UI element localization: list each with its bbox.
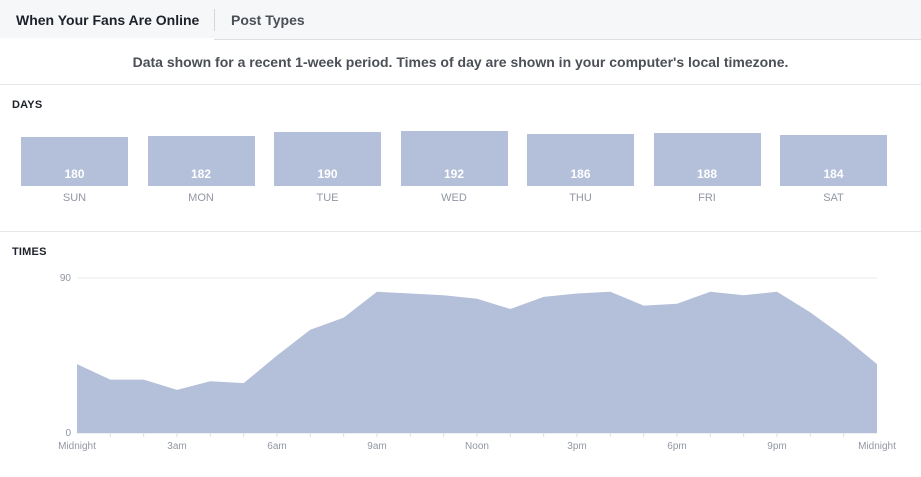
tab-divider — [214, 9, 215, 31]
y-tick-label: 90 — [60, 273, 72, 284]
day-axis-label: THU — [569, 192, 592, 204]
data-period-notice: Data shown for a recent 1-week period. T… — [0, 40, 921, 85]
section-divider — [0, 231, 921, 232]
x-tick-label: 9am — [367, 441, 386, 452]
tab-post-types[interactable]: Post Types — [231, 12, 305, 28]
day-value-label: 180 — [64, 167, 85, 181]
day-axis-label: SUN — [62, 192, 87, 204]
tab-when-fans-online[interactable]: When Your Fans Are Online — [16, 12, 200, 28]
times-section-title: TIMES — [12, 246, 47, 258]
x-tick-label: 6am — [267, 441, 286, 452]
day-bar-mon[interactable] — [147, 136, 255, 186]
day-value-label: 184 — [823, 167, 844, 181]
tab-bar: When Your Fans Are Online Post Types — [0, 0, 921, 40]
x-tick-label: Noon — [465, 441, 489, 452]
x-tick-label: 9pm — [767, 441, 786, 452]
day-axis-label: FRI — [698, 192, 716, 204]
day-value-label: 186 — [570, 167, 591, 181]
day-value-label: 190 — [317, 167, 338, 181]
day-value-label: 192 — [443, 167, 465, 181]
y-tick-label: 0 — [65, 428, 71, 439]
day-bar-fri[interactable] — [653, 133, 761, 186]
day-value-label: 188 — [696, 167, 718, 181]
x-tick-label: 3am — [167, 441, 186, 452]
day-axis-label: WED — [441, 192, 467, 204]
x-tick-label: Midnight — [58, 441, 96, 452]
day-axis-label: TUE — [316, 192, 339, 204]
days-section-title: DAYS — [12, 99, 43, 111]
day-axis-label: SAT — [823, 192, 844, 204]
day-bar-sat[interactable] — [780, 135, 887, 186]
day-bar-wed[interactable] — [400, 131, 508, 186]
x-tick-label: 3pm — [567, 441, 586, 452]
times-area-chart: 0 90 Midnight 3am 6am 9am Noon 3pm 6pm 9pm Midnigh… — [58, 273, 896, 452]
day-bar-thu[interactable] — [527, 134, 634, 186]
day-bar-sun[interactable] — [21, 137, 128, 186]
times-area-series — [77, 291, 877, 433]
day-bar-tue[interactable] — [274, 132, 381, 186]
day-value-label: 182 — [190, 167, 212, 181]
day-axis-label: MON — [188, 192, 214, 204]
active-tab-indicator — [0, 38, 214, 40]
x-tick-label: Midnight — [858, 441, 896, 452]
x-tick-label: 6pm — [667, 441, 686, 452]
days-bar-chart: 180 SUN 182 MON 190 TUE 192 WED 186 THU 188 FRI 184 S… — [0, 118, 921, 218]
